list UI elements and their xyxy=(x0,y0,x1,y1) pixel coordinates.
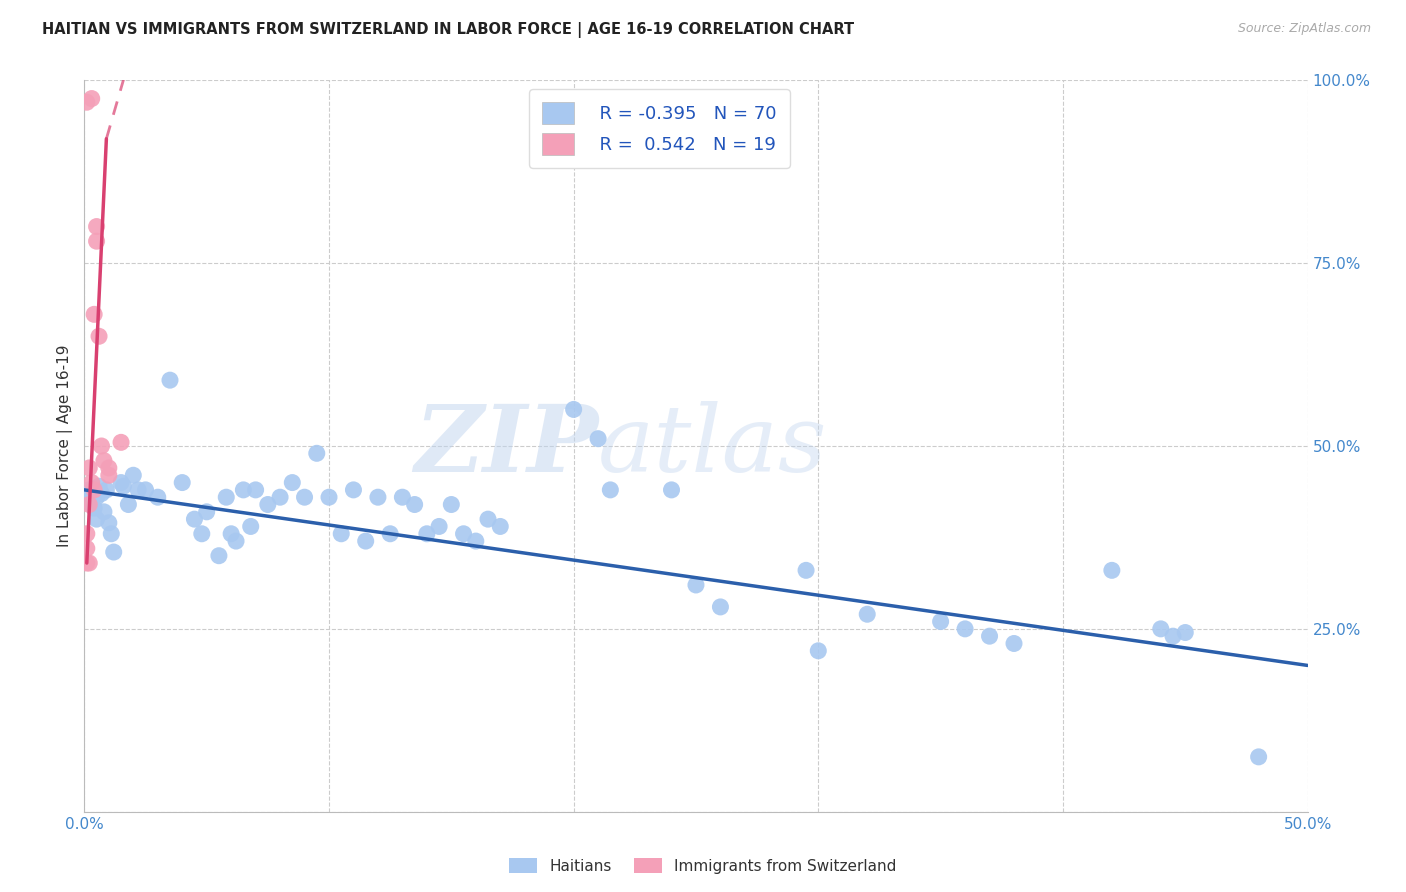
Point xyxy=(135,483,157,497)
Point xyxy=(127,483,149,497)
Text: Source: ZipAtlas.com: Source: ZipAtlas.com xyxy=(1237,22,1371,36)
Point xyxy=(76,541,98,556)
Point xyxy=(77,461,100,475)
Point xyxy=(685,578,707,592)
Point xyxy=(354,534,377,549)
Point xyxy=(330,526,353,541)
Point xyxy=(464,534,486,549)
Point xyxy=(416,526,439,541)
Point xyxy=(269,490,291,504)
Point xyxy=(93,505,115,519)
Legend: Haitians, Immigrants from Switzerland: Haitians, Immigrants from Switzerland xyxy=(503,852,903,880)
Point xyxy=(794,563,817,577)
Point xyxy=(562,402,585,417)
Point xyxy=(183,512,205,526)
Point xyxy=(100,526,122,541)
Point xyxy=(1174,625,1197,640)
Point xyxy=(80,498,103,512)
Point xyxy=(80,475,103,490)
Legend:   R = -0.395   N = 70,   R =  0.542   N = 19: R = -0.395 N = 70, R = 0.542 N = 19 xyxy=(529,89,790,168)
Point xyxy=(599,483,621,497)
Point xyxy=(1002,636,1025,650)
Point xyxy=(90,439,112,453)
Point xyxy=(83,501,105,516)
Point xyxy=(76,486,98,500)
Point xyxy=(110,435,132,450)
Point xyxy=(318,490,340,504)
Point xyxy=(76,95,98,110)
Point xyxy=(96,483,118,497)
Point xyxy=(367,490,389,504)
Point xyxy=(245,483,267,497)
Point xyxy=(661,483,683,497)
Point xyxy=(83,483,105,497)
Point xyxy=(110,475,132,490)
Point xyxy=(380,526,402,541)
Point xyxy=(77,556,100,570)
Point xyxy=(76,526,98,541)
Point xyxy=(1101,563,1123,577)
Point xyxy=(404,498,426,512)
Point xyxy=(86,219,108,234)
Point xyxy=(117,498,139,512)
Point xyxy=(87,479,110,493)
Point xyxy=(489,519,512,533)
Point xyxy=(208,549,231,563)
Text: atlas: atlas xyxy=(598,401,828,491)
Point xyxy=(856,607,879,622)
Point xyxy=(195,505,218,519)
Point xyxy=(97,461,120,475)
Y-axis label: In Labor Force | Age 16-19: In Labor Force | Age 16-19 xyxy=(58,344,73,548)
Point xyxy=(294,490,316,504)
Point xyxy=(86,234,108,248)
Point xyxy=(103,545,125,559)
Point xyxy=(93,453,115,467)
Point xyxy=(427,519,450,533)
Point xyxy=(80,92,103,106)
Point xyxy=(281,475,304,490)
Point xyxy=(97,468,120,483)
Point xyxy=(257,498,280,512)
Point xyxy=(86,490,108,504)
Point xyxy=(191,526,214,541)
Point xyxy=(979,629,1001,643)
Text: ZIP: ZIP xyxy=(413,401,598,491)
Point xyxy=(225,534,247,549)
Point xyxy=(1150,622,1173,636)
Point xyxy=(172,475,194,490)
Point xyxy=(146,490,169,504)
Point xyxy=(77,483,100,497)
Point xyxy=(342,483,364,497)
Point xyxy=(83,307,105,321)
Point xyxy=(159,373,181,387)
Point xyxy=(586,432,609,446)
Point xyxy=(453,526,475,541)
Point xyxy=(1161,629,1184,643)
Point xyxy=(477,512,499,526)
Point xyxy=(953,622,976,636)
Point xyxy=(305,446,328,460)
Point xyxy=(1247,749,1270,764)
Point xyxy=(122,468,145,483)
Point xyxy=(239,519,262,533)
Point xyxy=(709,599,731,614)
Point xyxy=(97,516,120,530)
Point xyxy=(232,483,254,497)
Point xyxy=(219,526,242,541)
Point xyxy=(76,556,98,570)
Point xyxy=(929,615,952,629)
Point xyxy=(391,490,413,504)
Point xyxy=(807,644,830,658)
Point xyxy=(440,498,463,512)
Point xyxy=(87,329,110,343)
Point xyxy=(90,486,112,500)
Point xyxy=(77,498,100,512)
Point xyxy=(86,512,108,526)
Point xyxy=(112,479,135,493)
Point xyxy=(215,490,238,504)
Text: HAITIAN VS IMMIGRANTS FROM SWITZERLAND IN LABOR FORCE | AGE 16-19 CORRELATION CH: HAITIAN VS IMMIGRANTS FROM SWITZERLAND I… xyxy=(42,22,855,38)
